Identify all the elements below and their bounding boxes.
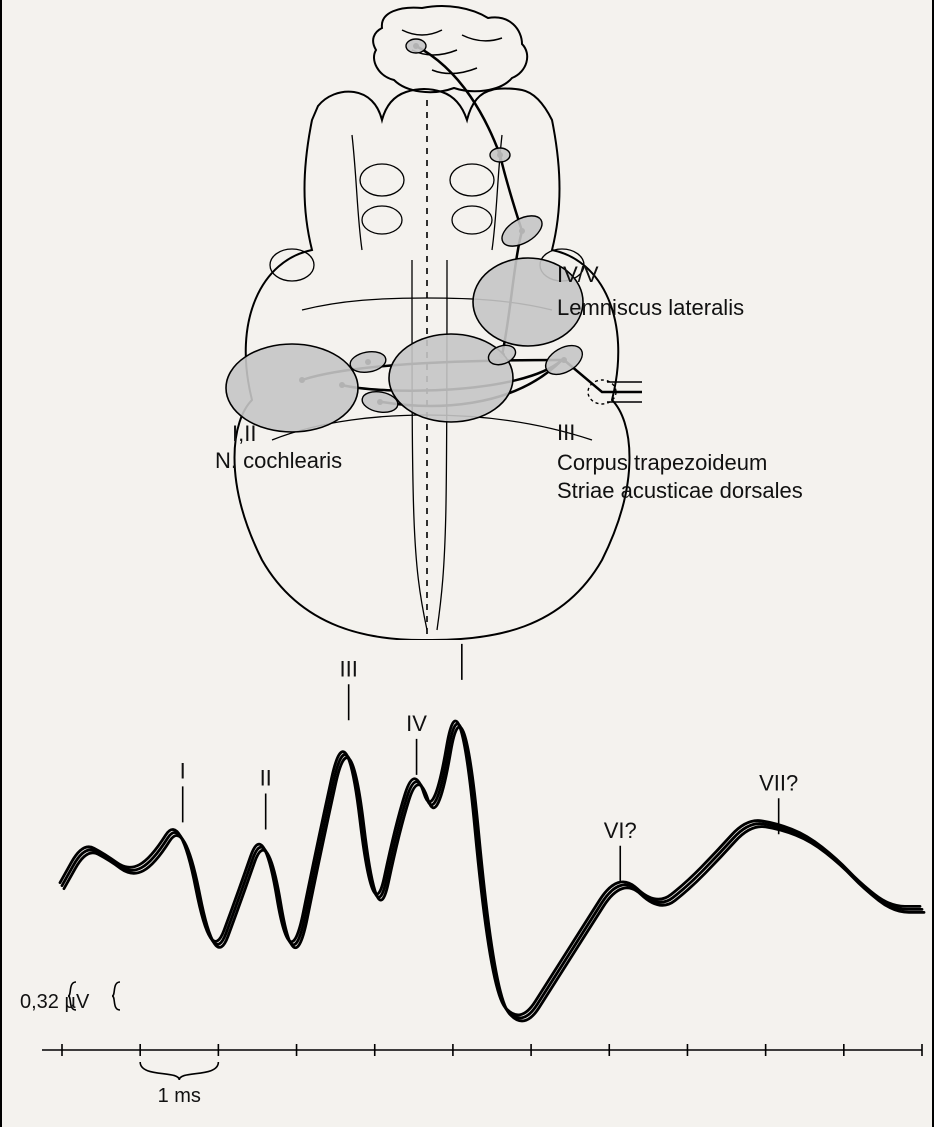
label-iv-v: IV/V <box>557 262 599 288</box>
label-striae: Striae acusticae dorsales <box>557 478 803 504</box>
svg-text:1 ms: 1 ms <box>158 1085 201 1107</box>
label-n-cochlearis: N. cochlearis <box>215 448 342 474</box>
svg-text:VI?: VI? <box>604 818 637 843</box>
brainstem-diagram <box>2 0 934 640</box>
svg-text:VII?: VII? <box>759 770 798 795</box>
svg-text:0,32 µV: 0,32 µV <box>20 991 90 1013</box>
label-lemniscus: Lemniscus lateralis <box>557 295 744 321</box>
svg-text:III: III <box>339 656 357 681</box>
label-iii: III <box>557 420 575 446</box>
label-corpus: Corpus trapezoideum <box>557 450 767 476</box>
figure-container: IV/V Lemniscus lateralis III Corpus trap… <box>0 0 934 1127</box>
label-i-ii: I,II <box>232 421 256 447</box>
svg-text:V: V <box>454 640 469 641</box>
abr-waveform-chart: 1 msIIIIIIIVVVI?VII?0,32 µV <box>2 640 934 1127</box>
svg-text:IV: IV <box>406 711 427 736</box>
svg-text:I: I <box>180 758 186 783</box>
svg-text:II: II <box>260 766 272 791</box>
